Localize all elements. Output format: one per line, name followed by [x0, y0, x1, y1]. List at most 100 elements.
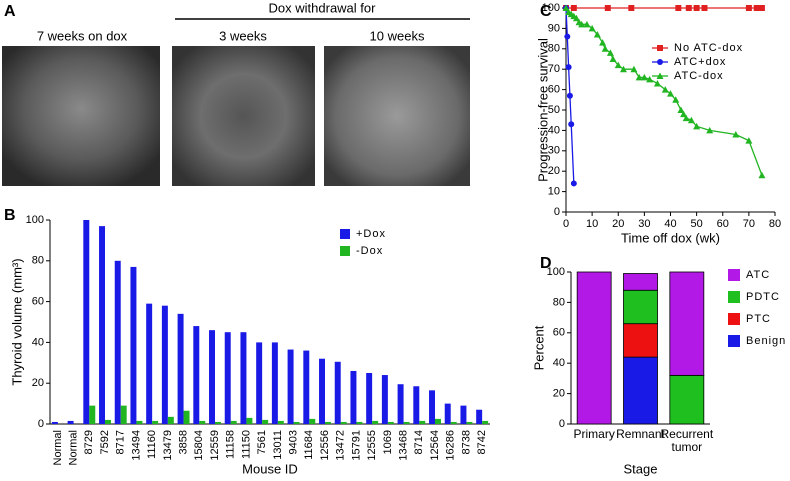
legend-label: PTC: [746, 313, 771, 325]
legend-swatch: [728, 291, 740, 303]
marker: [701, 5, 708, 11]
marker: [570, 180, 577, 187]
y-tick-label: 40: [548, 124, 560, 136]
bar: [277, 420, 284, 424]
bar: [89, 405, 96, 424]
y-tick-label: 50: [548, 104, 560, 116]
y-tick-label: 20: [548, 165, 560, 177]
bar: [293, 421, 300, 424]
x-tick-label-box: Primary: [573, 428, 615, 441]
marker: [564, 33, 571, 40]
x-tick-label-box: Recurrent tumor: [660, 428, 714, 454]
bar: [271, 342, 278, 424]
y-axis-title: Progression-free survival: [535, 38, 550, 182]
x-axis-title: Time off dox (wk): [621, 230, 720, 245]
x-axis-title: Mouse ID: [242, 461, 298, 476]
bar-segment: [576, 271, 612, 425]
marker: [675, 5, 682, 11]
y-tick-label: 40: [32, 336, 44, 348]
y-axis-title: Thyroid volume (mm³): [9, 258, 24, 385]
legend-swatch: [728, 269, 740, 281]
bar: [466, 421, 473, 424]
marker: [693, 122, 701, 130]
y-tick-label: 20: [553, 388, 565, 400]
marker: [682, 114, 690, 122]
bar: [136, 420, 143, 424]
marker: [687, 116, 695, 124]
bar: [246, 417, 253, 424]
x-tick-label: 1069: [382, 430, 394, 454]
bar: [83, 220, 90, 424]
image-caption: 10 weeks: [370, 28, 425, 43]
y-tick-label: 0: [38, 418, 44, 430]
marker: [568, 121, 575, 128]
mri-image: [2, 46, 160, 186]
y-tick-label: 80: [553, 296, 565, 308]
bar-segment: [623, 289, 658, 325]
bar: [287, 349, 294, 424]
marker: [677, 106, 685, 113]
x-tick-label: 15791: [350, 430, 362, 461]
x-tick-label: 60: [717, 218, 729, 230]
x-tick-label: 8717: [115, 430, 127, 454]
bar: [319, 358, 325, 424]
bar: [381, 375, 388, 424]
marker: [601, 45, 609, 52]
x-tick-label: 12564: [429, 430, 441, 461]
x-tick-label: Primary: [573, 428, 615, 441]
legend-swatch: [728, 335, 740, 347]
x-tick-label: 3858: [177, 430, 189, 454]
y-tick-label: 80: [548, 43, 560, 55]
x-tick-label: 11684: [303, 430, 315, 460]
bar: [372, 420, 379, 424]
bar: [193, 326, 200, 424]
bar: [230, 420, 237, 424]
marker: [628, 5, 635, 11]
x-tick-label: 80: [769, 218, 781, 230]
marker: [604, 5, 611, 11]
marker: [566, 92, 573, 99]
y-tick-label: 100: [542, 2, 560, 14]
bar: [303, 350, 310, 424]
bar: [120, 405, 127, 424]
x-tick-label: 12559: [209, 430, 221, 461]
marker: [635, 73, 643, 81]
y-tick-label: 0: [559, 418, 565, 430]
bar: [419, 420, 426, 424]
mri-image: [324, 46, 470, 186]
bar: [413, 386, 420, 424]
bar: [387, 421, 394, 424]
x-tick-label: 11150: [240, 430, 252, 459]
bar: [325, 421, 331, 424]
marker: [606, 49, 614, 56]
x-tick-label: Recurrent tumor: [660, 428, 714, 454]
y-tick-label: 0: [554, 206, 560, 218]
marker: [758, 5, 765, 11]
x-tick-label: Normal: [52, 430, 64, 465]
marker: [578, 20, 586, 28]
x-tick-label: 8714: [413, 430, 425, 454]
panel-letter: A: [4, 3, 16, 20]
x-tick-label: Remnant: [616, 428, 665, 441]
legend-label: PDTC: [746, 291, 780, 303]
bar: [146, 303, 153, 424]
y-tick-label: 80: [32, 255, 44, 267]
x-tick-label: 13494: [130, 430, 142, 461]
x-tick-label: 7561: [256, 430, 268, 454]
marker: [562, 4, 570, 11]
marker: [745, 5, 752, 11]
marker: [572, 14, 580, 22]
bar: [460, 405, 467, 424]
marker: [588, 24, 596, 32]
bar: [476, 409, 483, 424]
bar-segment: [623, 273, 658, 291]
series-line: [565, 7, 575, 184]
marker: [640, 73, 648, 81]
legend-swatch: [340, 246, 350, 256]
legend-label: ATC+dox: [674, 56, 726, 68]
panel-letter: C: [540, 3, 552, 20]
x-tick-label-box: Remnant: [616, 428, 665, 441]
bar: [435, 418, 441, 424]
bar: [334, 361, 341, 424]
bar: [51, 421, 58, 424]
